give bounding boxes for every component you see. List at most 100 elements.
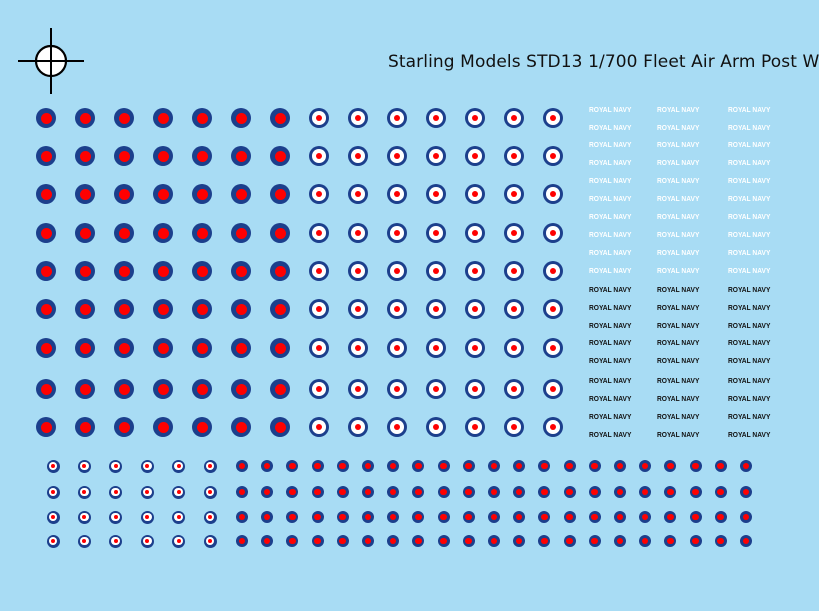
roundel-tricolor-small (46, 485, 60, 499)
roundel-blue-red-small (614, 535, 626, 547)
roundel-tricolor-large (348, 261, 368, 281)
roundel-tricolor-large (348, 379, 368, 399)
roundel-tricolor-small (172, 510, 186, 524)
roundel-blue-red-small (740, 511, 752, 523)
roundel-blue-red-small (563, 535, 576, 547)
roundel-blue-red-small (261, 535, 274, 547)
roundel-blue-red-large (192, 108, 212, 128)
roundel-blue-red-small (387, 511, 400, 523)
royal-navy-label-black: ROYAL NAVY (657, 358, 700, 365)
royal-navy-label-white: ROYAL NAVY (589, 232, 632, 239)
roundel-blue-red-large (36, 223, 56, 243)
roundel-tricolor-large (465, 379, 485, 399)
royal-navy-label-white: ROYAL NAVY (657, 125, 700, 132)
roundel-tricolor-small (172, 534, 186, 548)
roundel-blue-red-large (36, 261, 56, 281)
roundel-tricolor-large (309, 299, 329, 319)
roundel-tricolor-large (387, 379, 407, 399)
roundel-blue-red-small (236, 460, 248, 472)
roundel-tricolor-small (140, 485, 154, 499)
roundel-blue-red-large (153, 223, 173, 243)
sheet-title: Starling Models STD13 1/700 Fleet Air Ar… (388, 52, 819, 72)
roundel-blue-red-large (231, 108, 251, 128)
royal-navy-label-black: ROYAL NAVY (728, 323, 771, 330)
roundel-blue-red-large (114, 108, 134, 128)
roundel-tricolor-large (465, 338, 485, 358)
roundel-blue-red-large (192, 417, 212, 437)
roundel-blue-red-large (114, 184, 134, 204)
roundel-blue-red-small (311, 486, 324, 498)
royal-navy-label-white: ROYAL NAVY (728, 142, 771, 149)
roundel-tricolor-large (309, 338, 329, 358)
roundel-tricolor-large (426, 338, 446, 358)
roundel-blue-red-small (261, 486, 274, 498)
roundel-tricolor-large (309, 379, 329, 399)
roundel-blue-red-small (740, 486, 752, 498)
roundel-blue-red-small (286, 486, 299, 498)
roundel-tricolor-large (387, 261, 407, 281)
roundel-blue-red-small (513, 511, 526, 523)
roundel-blue-red-small (689, 535, 702, 547)
royal-navy-label-white: ROYAL NAVY (728, 250, 771, 257)
royal-navy-label-black: ROYAL NAVY (728, 340, 771, 347)
roundel-tricolor-large (465, 299, 485, 319)
roundel-blue-red-small (664, 486, 677, 498)
roundel-blue-red-large (231, 417, 251, 437)
roundel-tricolor-large (348, 108, 368, 128)
roundel-tricolor-small (203, 485, 217, 499)
roundel-blue-red-large (231, 261, 251, 281)
roundel-blue-red-small (412, 486, 425, 498)
royal-navy-label-white: ROYAL NAVY (589, 250, 632, 257)
roundel-blue-red-small (286, 460, 299, 472)
roundel-blue-red-small (236, 535, 248, 547)
roundel-blue-red-large (153, 338, 173, 358)
royal-navy-label-black: ROYAL NAVY (589, 432, 632, 439)
roundel-blue-red-small (664, 511, 677, 523)
royal-navy-label-black: ROYAL NAVY (728, 287, 771, 294)
royal-navy-label-white: ROYAL NAVY (589, 268, 632, 275)
roundel-blue-red-large (192, 223, 212, 243)
royal-navy-label-white: ROYAL NAVY (728, 107, 771, 114)
royal-navy-label-black: ROYAL NAVY (589, 414, 632, 421)
roundel-tricolor-small (109, 485, 123, 499)
roundel-blue-red-small (639, 486, 652, 498)
roundel-tricolor-small (46, 459, 60, 473)
roundel-blue-red-small (412, 535, 425, 547)
roundel-tricolor-large (543, 379, 563, 399)
roundel-tricolor-large (309, 146, 329, 166)
roundel-blue-red-small (437, 535, 450, 547)
roundel-blue-red-large (231, 379, 251, 399)
roundel-blue-red-small (538, 486, 551, 498)
roundel-blue-red-small (488, 460, 500, 472)
roundel-blue-red-large (114, 299, 134, 319)
roundel-blue-red-small (336, 511, 349, 523)
roundel-tricolor-small (46, 534, 60, 548)
roundel-tricolor-large (348, 184, 368, 204)
roundel-blue-red-small (412, 511, 425, 523)
roundel-blue-red-large (270, 108, 290, 128)
roundel-blue-red-large (231, 184, 251, 204)
roundel-tricolor-large (504, 146, 524, 166)
royal-navy-label-black: ROYAL NAVY (589, 358, 632, 365)
roundel-tricolor-large (387, 146, 407, 166)
royal-navy-label-white: ROYAL NAVY (589, 178, 632, 185)
royal-navy-label-white: ROYAL NAVY (657, 250, 700, 257)
royal-navy-label-black: ROYAL NAVY (657, 323, 700, 330)
roundel-tricolor-small (46, 510, 60, 524)
roundel-blue-red-small (261, 460, 274, 472)
roundel-tricolor-small (109, 459, 123, 473)
roundel-tricolor-large (543, 299, 563, 319)
roundel-blue-red-small (740, 535, 752, 547)
roundel-tricolor-large (543, 223, 563, 243)
royal-navy-label-white: ROYAL NAVY (657, 196, 700, 203)
roundel-blue-red-large (153, 108, 173, 128)
royal-navy-label-black: ROYAL NAVY (589, 323, 632, 330)
roundel-blue-red-small (236, 486, 248, 498)
roundel-blue-red-large (75, 108, 95, 128)
roundel-tricolor-large (426, 379, 446, 399)
roundel-blue-red-small (488, 486, 500, 498)
roundel-blue-red-small (261, 511, 274, 523)
roundel-tricolor-large (504, 223, 524, 243)
roundel-blue-red-small (639, 460, 652, 472)
roundel-blue-red-small (236, 511, 248, 523)
